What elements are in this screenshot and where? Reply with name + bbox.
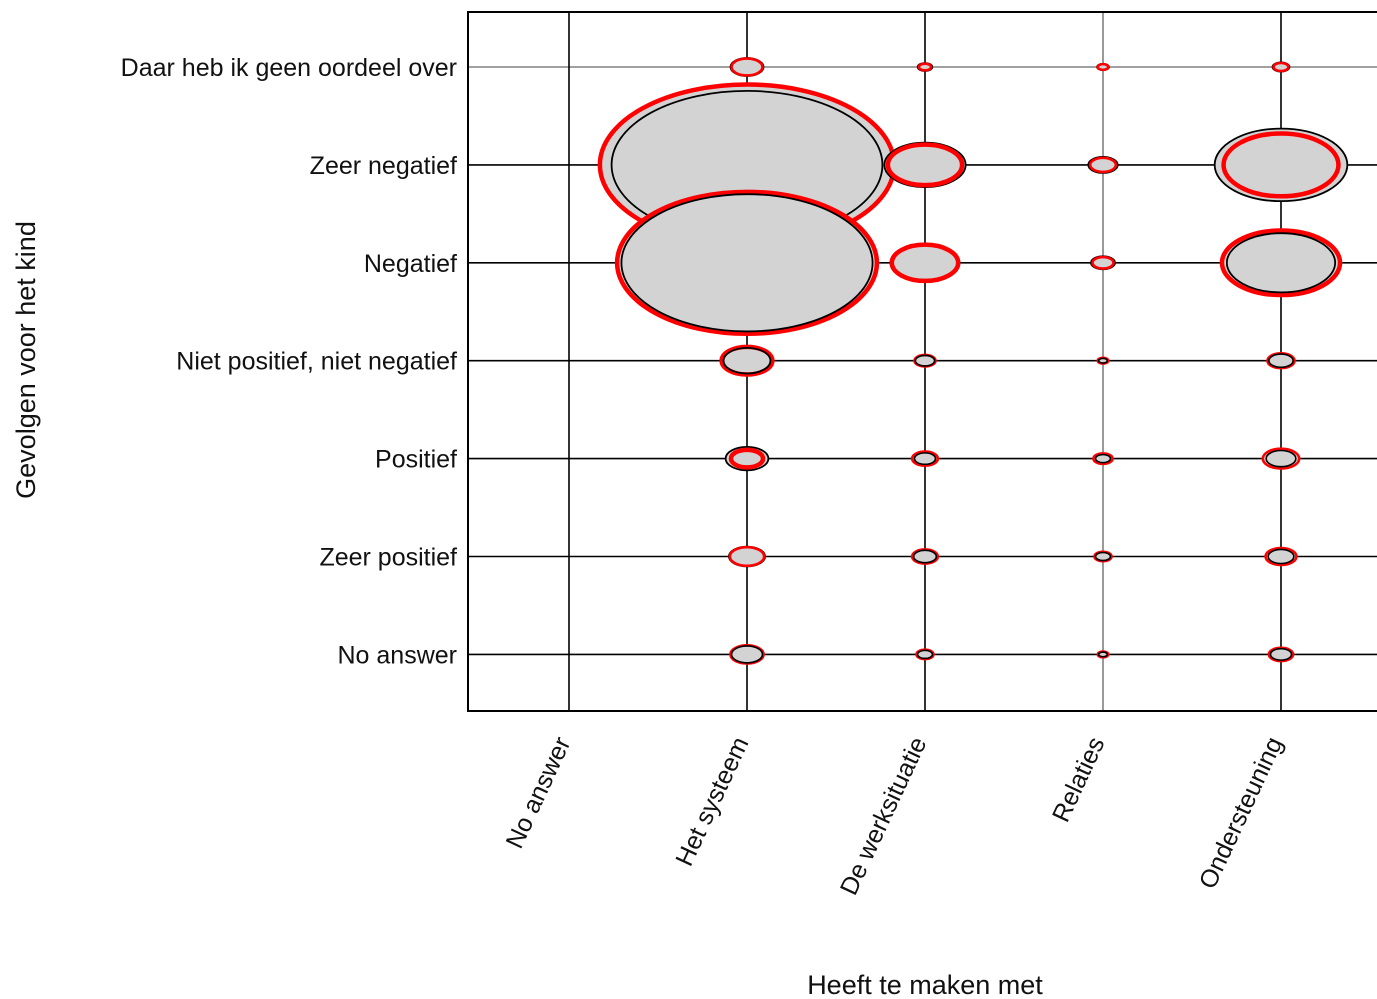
bubble-black-outline [1267, 548, 1295, 565]
bubble-black-outline [730, 645, 764, 664]
bubble [1087, 155, 1119, 174]
plot-frame [467, 11, 1377, 712]
x-axis-title: Heeft te maken met [807, 970, 1043, 999]
bubble-red-outline [1088, 156, 1118, 174]
x-tick-label: No answer [501, 733, 577, 853]
y-tick-label: Zeer negatief [310, 152, 457, 180]
x-tick-labels: No answer Het systeem De werksituatie Relat… [501, 733, 1289, 900]
bubble-red-outline [1219, 228, 1343, 298]
bubble [910, 450, 940, 467]
bubble-red-outline [910, 450, 940, 467]
bubble [1266, 352, 1296, 370]
bubble-red-outline [730, 57, 764, 77]
bubble-black-outline [912, 549, 938, 564]
bubble-black-outline [913, 452, 937, 466]
bubble [1271, 61, 1291, 73]
bubble-red-outline [1266, 352, 1296, 370]
bubble [1096, 356, 1110, 365]
bubble [1092, 452, 1114, 466]
bubble-black-outline [1094, 551, 1112, 562]
bubble-black-outline [1094, 453, 1112, 464]
bubble [915, 648, 935, 661]
y-tick-labels: Daar heb ik geen oordeel over Zeer negati… [121, 54, 457, 669]
bubble [729, 57, 765, 77]
bubble-red-outline [1261, 447, 1301, 470]
y-axis-title: Gevolgen voor het kind [11, 221, 41, 499]
bubble [728, 545, 766, 568]
bubble [1213, 127, 1349, 203]
bubble-red-outline [1267, 646, 1295, 663]
bubble-red-outline [889, 242, 961, 284]
bubble [724, 445, 770, 472]
bubbles [597, 57, 1349, 665]
bubble-red-outline [728, 545, 766, 568]
bubble [913, 353, 937, 368]
bubble-red-outline [1091, 255, 1115, 270]
bubble-red-outline [1096, 62, 1110, 72]
bubble [719, 344, 775, 377]
bubble [883, 141, 967, 188]
bubble-red-outline [1272, 61, 1290, 73]
bubble [910, 548, 940, 565]
bubble [1096, 62, 1110, 72]
bubble-black-outline [1225, 232, 1337, 294]
bubble-black-outline [1097, 651, 1109, 658]
bubble [1090, 255, 1116, 271]
bubble-red-outline [719, 344, 775, 377]
y-tick-label: Zeer positief [319, 544, 457, 572]
y-tick-label: Positief [375, 446, 457, 474]
bubble-red-outline [1221, 131, 1341, 199]
bubble-black-outline [620, 193, 874, 333]
bubble [1261, 447, 1301, 470]
bubble-black-outline [1097, 357, 1109, 364]
bubble-black-outline [1269, 647, 1293, 661]
bubble [1096, 650, 1110, 659]
x-tick-label: Het systeem [670, 733, 754, 871]
y-tick-label: No answer [338, 641, 458, 669]
bubble-black-outline [916, 649, 934, 660]
y-tick-label: Negatief [364, 250, 457, 278]
bubble-red-outline [910, 548, 940, 565]
bubble-red-outline [728, 447, 766, 470]
y-tick-label: Niet positief, niet negatief [176, 348, 457, 376]
bubble-red-outline [614, 189, 880, 337]
y-tick-label: Daar heb ik geen oordeel over [121, 54, 457, 82]
bubble-red-outline [917, 62, 933, 72]
bubble [1219, 228, 1343, 298]
bubble-black-outline [722, 346, 772, 375]
bubble-black-outline [1268, 353, 1294, 369]
bubble [614, 189, 880, 337]
bubble-red-outline [1264, 546, 1298, 567]
bubble [729, 644, 765, 665]
bubble [889, 242, 961, 284]
bubble-black-outline [1265, 449, 1297, 468]
x-tick-label: Relaties [1047, 733, 1111, 827]
bubble [1264, 546, 1298, 567]
bubble-red-outline [885, 142, 965, 188]
x-tick-label: Ondersteuning [1194, 733, 1289, 893]
bubble [916, 62, 934, 72]
x-tick-label: De werksituatie [835, 733, 933, 900]
bubble [1093, 550, 1113, 563]
bubble-black-outline [914, 354, 936, 367]
bubble [1267, 646, 1295, 663]
bubble-black-outline [1213, 127, 1349, 203]
